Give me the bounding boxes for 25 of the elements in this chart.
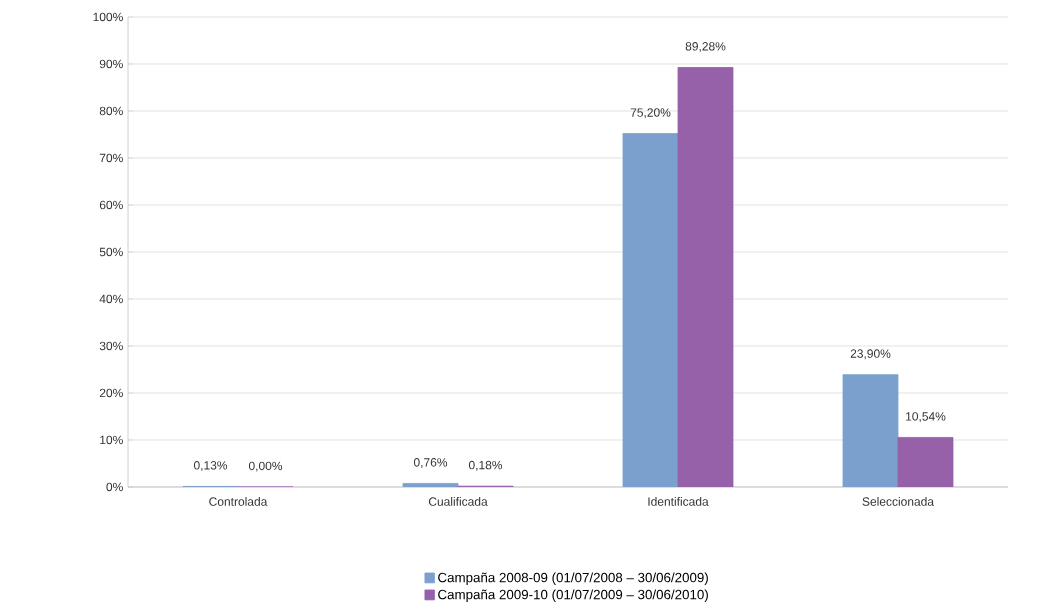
y-tick-label: 100% (93, 12, 123, 22)
data-label: 10,54% (906, 412, 946, 423)
y-tick-label: 50% (99, 247, 123, 257)
y-tick-label: 0% (106, 482, 123, 492)
legend-label: Campaña 2009-10 (01/07/2009 – 30/06/2010) (438, 589, 708, 602)
data-label: 75,20% (630, 108, 671, 119)
y-tick-label: 70% (99, 153, 123, 163)
data-label: 0,00% (248, 461, 283, 472)
y-tick-label: 90% (99, 59, 123, 69)
y-tick-label: 40% (99, 294, 123, 304)
y-tick-label: 30% (99, 341, 123, 351)
legend-label: Campaña 2008-09 (01/07/2008 – 30/06/2009) (438, 572, 708, 585)
x-tick-label: Seleccionada (862, 497, 935, 506)
data-label: 0,76% (413, 458, 448, 469)
data-label: 23,90% (850, 349, 891, 360)
x-tick-label: Identificada (648, 497, 709, 506)
data-label: 0,18% (468, 460, 503, 471)
y-tick-label: 80% (99, 106, 123, 116)
x-tick-label: Controlada (209, 497, 268, 506)
y-tick-label: 60% (99, 200, 123, 210)
x-tick-label: Cualificada (428, 497, 488, 506)
data-label: 0,13% (193, 461, 228, 471)
y-tick-label: 10% (100, 435, 123, 445)
data-label: 89,28% (685, 42, 726, 52)
y-tick-label: 20% (99, 388, 123, 398)
